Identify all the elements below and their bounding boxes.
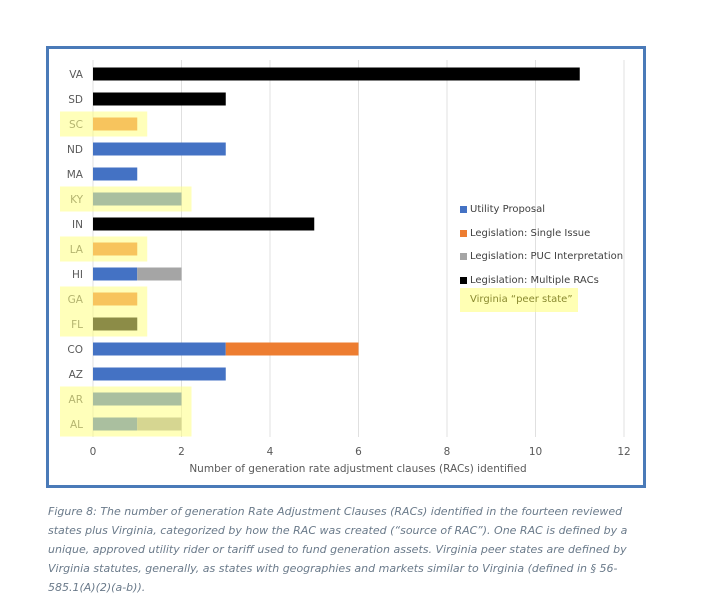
peer-state-highlight [60,286,148,312]
bar-SD-legislation-multiple-racs [93,92,226,106]
legend-item: Legislation: Multiple RACs [460,275,599,286]
bar-CO-utility-proposal [93,342,226,356]
y-tick-label: VA [69,69,84,81]
legend-swatch [460,229,467,237]
legend-item: Legislation: Single Issue [460,228,590,239]
x-axis-title: Number of generation rate adjustment cla… [189,463,526,475]
x-tick-label: 4 [267,446,274,458]
x-tick-label: 6 [355,446,362,458]
legend-swatch [460,253,467,260]
legend-label: Legislation: Multiple RACs [470,274,599,286]
peer-state-highlight [60,311,148,337]
bar-HI-legislation-puc-interpretation [137,267,182,281]
peer-state-highlight [60,186,192,212]
legend-item: Legislation: PUC Interpretation [460,251,623,262]
y-tick-label: AZ [69,369,83,381]
bar-IN-legislation-multiple-racs [93,217,315,231]
bar-MA-utility-proposal [93,167,138,181]
bar-chart: 0 2 4 6 8 10 12 Number of generation rate adjus… [60,60,631,475]
bar-VA-legislation-multiple-racs [93,67,580,81]
bar-ND-utility-proposal [93,142,226,156]
bar-CO-legislation-single-issue [225,342,359,356]
x-tick-label: 8 [444,446,451,458]
bar-HI-utility-proposal [93,267,138,281]
bar-AZ-utility-proposal [93,367,226,381]
legend-item: Utility Proposal [460,204,545,215]
peer-state-highlight [60,411,192,437]
peer-state-highlight [60,386,192,412]
x-tick-label: 10 [529,446,542,458]
y-tick-label: ND [67,144,83,156]
legend-label: Legislation: Single Issue [470,227,591,239]
y-tick-label: IN [72,219,83,231]
peer-state-highlight [60,111,148,137]
peer-state-legend: Virginia “peer state” [460,288,578,312]
legend-label: Utility Proposal [470,204,546,215]
legend-label: Legislation: PUC Interpretation [470,251,624,262]
x-tick-label: 0 [90,446,97,458]
figure-caption: Figure 8: The number of generation Rate … [48,505,628,594]
legend-swatch [460,206,467,213]
peer-state-highlight [60,236,148,262]
y-tick-label: MA [67,169,84,181]
legend-swatch [460,276,467,284]
y-tick-label: SD [68,94,83,106]
y-tick-label: HI [72,269,83,281]
x-tick-label: 12 [617,446,630,458]
y-tick-label: CO [67,344,83,356]
x-tick-label: 2 [178,446,185,458]
